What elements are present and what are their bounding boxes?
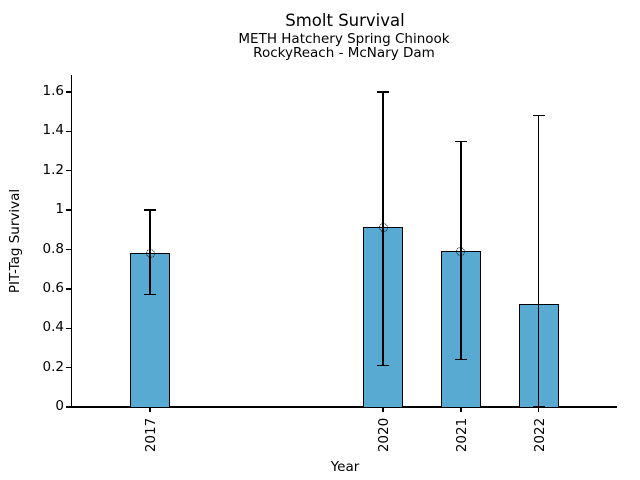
y-tick: [66, 209, 71, 211]
x-tick: [149, 407, 151, 413]
x-tick: [537, 407, 540, 413]
y-tick: [66, 130, 71, 133]
x-tick: [382, 407, 384, 413]
y-tick-label: 1.2: [42, 161, 64, 178]
x-axis-label: Year: [330, 459, 360, 475]
y-tick: [66, 327, 71, 329]
y-tick: [66, 288, 71, 290]
y-tick: [66, 406, 71, 408]
y-tick-label: 0: [55, 398, 64, 414]
point-marker-2020: [378, 223, 388, 233]
point-marker-2021: [456, 246, 466, 256]
error-bar-cap-top-2022: [532, 114, 545, 117]
y-tick: [66, 366, 71, 369]
y-tick-label: 1.4: [42, 122, 64, 139]
x-tick: [460, 407, 462, 413]
x-tick-label-2022: 2022: [531, 417, 548, 453]
error-bar-cap-bottom-2020: [377, 364, 390, 367]
chart-subtitle-1: METH Hatchery Spring Chinook: [238, 31, 450, 47]
point-marker-2017: [145, 248, 155, 258]
chart-subtitle-2: RockyReach - McNary Dam: [253, 45, 435, 61]
x-tick-label-2017: 2017: [143, 417, 159, 453]
y-tick-label: 1.6: [42, 83, 64, 99]
y-tick-label: 0.8: [42, 240, 64, 257]
y-tick-label: 0.2: [42, 358, 64, 375]
y-axis-spine: [70, 75, 73, 409]
x-tick-label-2020: 2020: [376, 417, 393, 453]
error-bar-line-2022: [537, 115, 540, 407]
y-tick: [66, 91, 71, 93]
y-tick-label: 1: [55, 201, 64, 218]
error-bar-cap-bottom-2022: [532, 406, 545, 408]
chart-title: Smolt Survival: [285, 11, 405, 30]
y-tick: [66, 170, 71, 172]
y-tick-label: 0.6: [42, 279, 64, 296]
x-tick-label-2021: 2021: [453, 417, 470, 453]
error-bar-cap-top-2017: [144, 209, 156, 211]
error-bar-cap-bottom-2017: [144, 294, 156, 296]
y-tick: [66, 248, 71, 251]
y-tick-label: 0.4: [42, 319, 64, 336]
error-bar-cap-bottom-2021: [454, 359, 467, 361]
error-bar-cap-top-2021: [454, 140, 467, 142]
error-bar-cap-top-2020: [377, 91, 390, 93]
x-axis-spine: [70, 406, 618, 408]
